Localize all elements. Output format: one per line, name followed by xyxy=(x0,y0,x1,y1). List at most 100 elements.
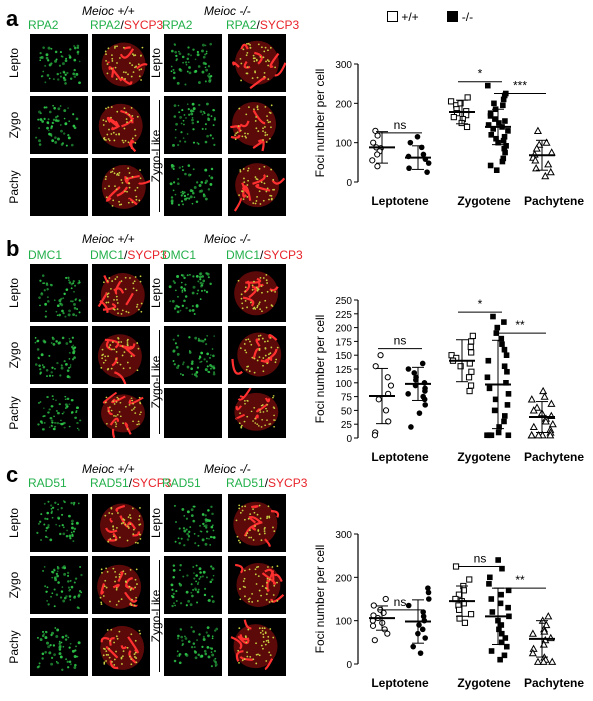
micrograph-b-c0-r0 xyxy=(30,264,88,322)
point-0-0 xyxy=(382,595,389,603)
y-tick-label: 225 xyxy=(335,310,352,321)
point-1-9 xyxy=(405,391,411,397)
micrograph-a-c3-r1 xyxy=(228,96,286,154)
micrograph-c-c3-r2 xyxy=(228,618,286,676)
point-3-3 xyxy=(486,581,492,587)
point-3-4 xyxy=(491,100,497,107)
point-1-0 xyxy=(425,585,431,591)
point-0-7 xyxy=(369,157,376,164)
point-4-10 xyxy=(548,419,557,428)
point-2-11 xyxy=(457,100,464,107)
point-1-13 xyxy=(416,410,423,416)
point-3-26 xyxy=(486,432,493,439)
point-2-10 xyxy=(465,374,473,381)
point-3-5 xyxy=(499,341,505,347)
chart-svg-1: 0 25 50 75 100 125 150 175 200 225 250 Foci number … xyxy=(313,296,557,445)
point-3-25 xyxy=(499,158,506,165)
point-2-9 xyxy=(468,368,475,375)
micrograph-a-c1-r2 xyxy=(92,158,150,216)
point-4-0 xyxy=(533,126,542,134)
y-tick-label: 0 xyxy=(346,178,352,189)
point-1-10 xyxy=(422,635,428,641)
point-0-1 xyxy=(372,363,379,370)
point-3-2 xyxy=(494,324,501,331)
micrograph-b-c3-r0 xyxy=(228,264,286,322)
point-1-6 xyxy=(425,160,432,166)
point-3-9 xyxy=(501,363,508,370)
point-1-12 xyxy=(417,650,424,656)
point-3-12 xyxy=(503,380,509,386)
point-1-0 xyxy=(414,133,421,140)
legend-wt-marker xyxy=(387,11,398,22)
point-3-19 xyxy=(501,652,508,659)
y-tick-label: 300 xyxy=(335,60,352,71)
point-3-19 xyxy=(500,137,507,144)
row-label-wt-c-0: Lepto xyxy=(7,507,21,539)
point-0-6 xyxy=(374,151,381,158)
micrograph-b-c3-r2 xyxy=(228,388,286,438)
point-1-5 xyxy=(420,613,427,620)
point-4-11 xyxy=(541,171,550,180)
x-category-0-0: Leptotene xyxy=(371,194,429,208)
micrograph-c-c3-r1 xyxy=(228,556,286,614)
point-1-2 xyxy=(426,596,432,602)
zygo-like-bracket-a xyxy=(159,100,160,212)
point-2-1 xyxy=(447,98,455,105)
bracket-label-0: ns xyxy=(394,334,407,348)
point-3-10 xyxy=(502,118,508,124)
column-header-c-3: RAD51/SYCP3 xyxy=(226,476,308,490)
point-3-4 xyxy=(498,335,505,342)
y-tick-label: 200 xyxy=(335,99,352,110)
point-3-26 xyxy=(487,162,494,169)
point-4-9 xyxy=(532,163,541,172)
column-header-a-3: RPA2/SYCP3 xyxy=(226,18,300,32)
x-category-1-1: Zygotene xyxy=(457,450,511,464)
point-3-21 xyxy=(495,429,502,436)
x-category-1-0: Leptotene xyxy=(371,450,429,464)
column-header-a-1: RPA2/SYCP3 xyxy=(90,18,164,32)
point-4-11 xyxy=(529,422,538,431)
row-label-wt-a-2: Pachy xyxy=(7,170,21,204)
point-4-3 xyxy=(532,144,541,152)
point-3-19 xyxy=(501,418,507,425)
column-header-a-0: RPA2 xyxy=(28,18,59,32)
panel-letter-c: c xyxy=(6,462,19,487)
micrograph-a-c0-r1 xyxy=(30,96,88,154)
point-3-18 xyxy=(488,648,495,654)
point-4-8 xyxy=(544,160,553,168)
point-4-5 xyxy=(529,406,538,414)
point-1-11 xyxy=(421,396,428,403)
y-tick-label: 0 xyxy=(346,434,352,442)
point-1-1 xyxy=(407,139,414,146)
legend-wt-label: +/+ xyxy=(401,10,419,24)
micrograph-c-c1-r2 xyxy=(92,618,150,676)
point-3-22 xyxy=(501,145,508,152)
micrograph-a-c0-r0 xyxy=(30,34,88,92)
micrograph-b-c2-r0 xyxy=(164,264,222,322)
genotype-wt-c: Meioc +/+ xyxy=(82,462,135,476)
point-2-0 xyxy=(452,563,460,570)
point-2-0 xyxy=(469,332,476,339)
point-1-7 xyxy=(416,622,422,628)
point-3-10 xyxy=(504,368,510,375)
micrograph-b-c1-r0 xyxy=(92,264,150,322)
bracket-label-0: ns xyxy=(394,118,407,132)
row-label-wt-a-1: Zygo xyxy=(7,111,21,139)
point-4-2 xyxy=(535,140,544,148)
point-0-9 xyxy=(371,432,379,439)
point-4-3 xyxy=(547,399,556,407)
point-4-4 xyxy=(547,148,556,156)
bracket-label-0: ns xyxy=(394,595,407,609)
panel-letter-b: b xyxy=(6,236,20,261)
point-3-24 xyxy=(505,432,512,439)
legend-ko-label: -/- xyxy=(461,10,474,24)
point-3-27 xyxy=(493,167,500,173)
point-0-6 xyxy=(382,407,390,414)
point-3-16 xyxy=(504,402,511,408)
column-header-b-0: DMC1 xyxy=(28,248,63,262)
zygo-like-bracket-c xyxy=(159,560,160,672)
column-header-c-0: RAD51 xyxy=(28,476,67,490)
point-4-0 xyxy=(539,386,548,395)
point-0-8 xyxy=(374,163,381,170)
point-3-7 xyxy=(497,600,504,607)
